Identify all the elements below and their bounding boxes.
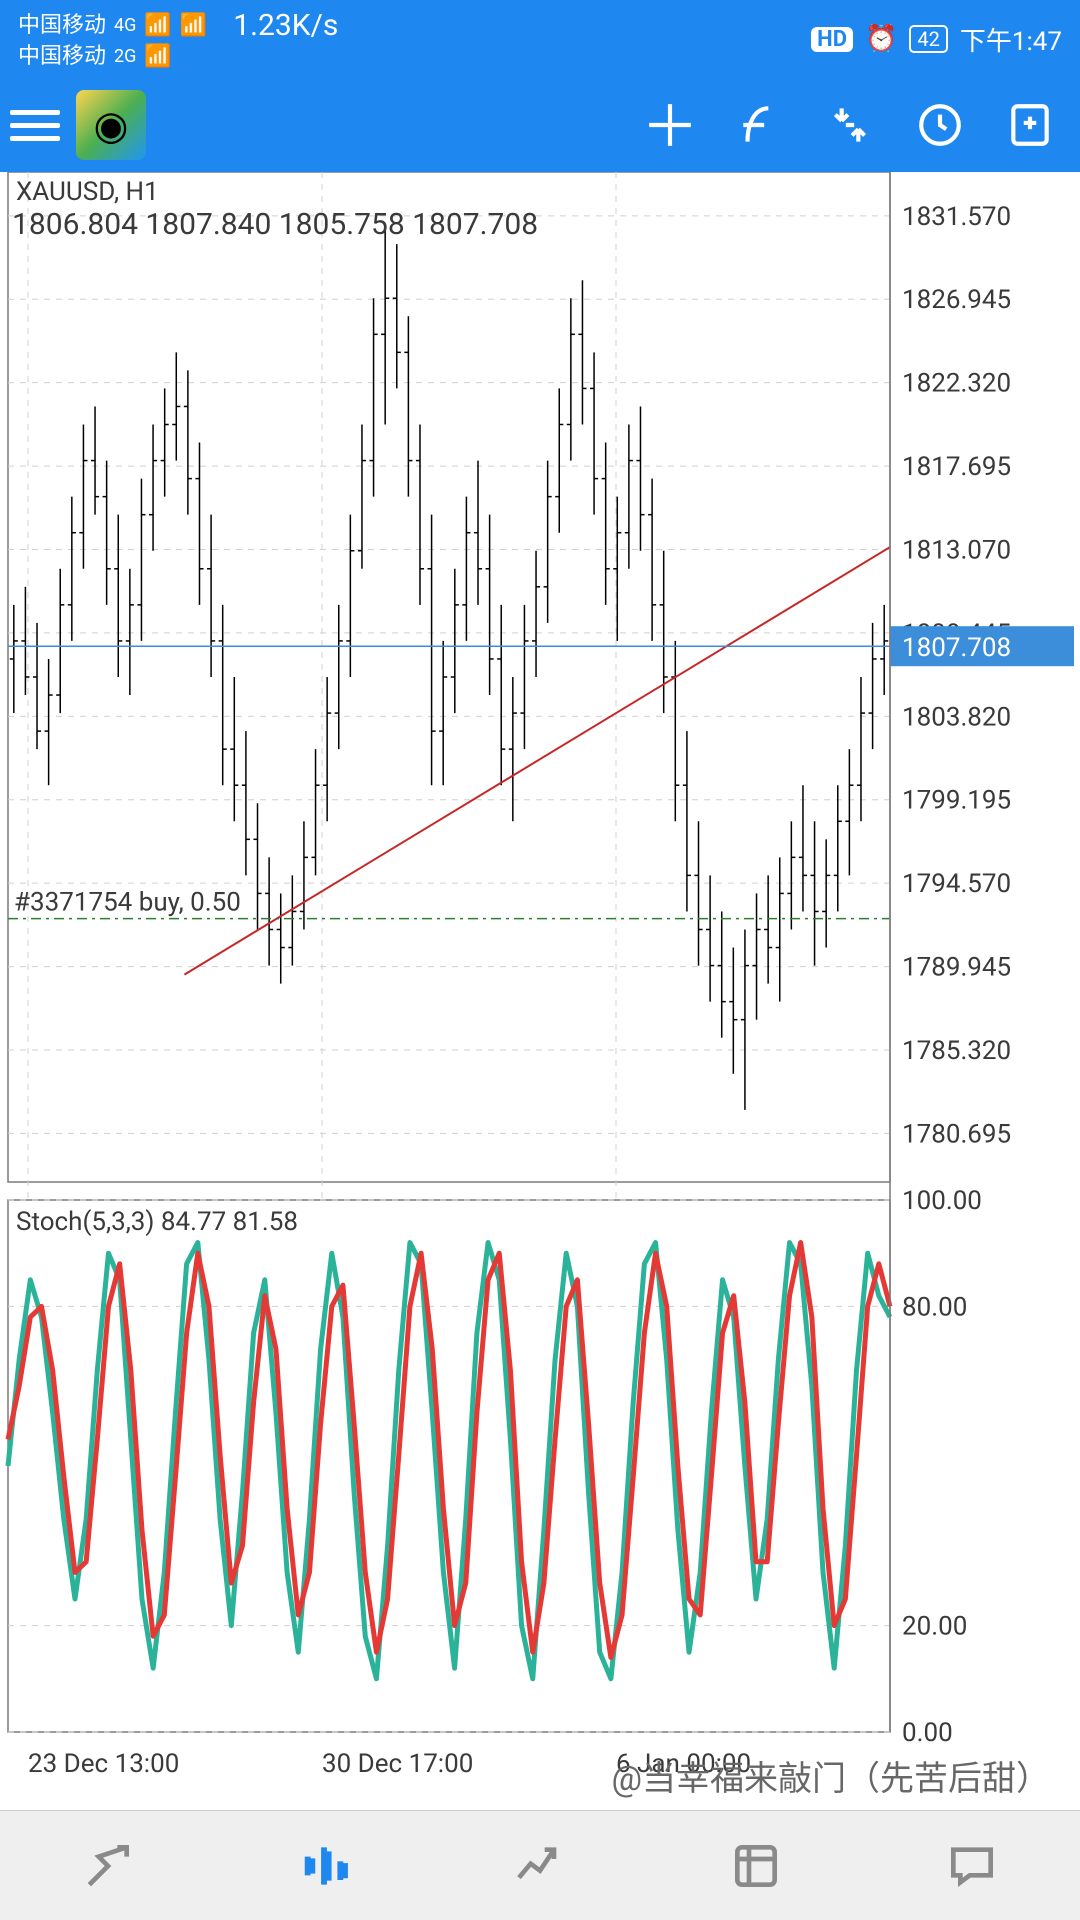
app-icon[interactable]: ◉ [76, 90, 146, 160]
svg-text:6 Jan 00:00: 6 Jan 00:00 [616, 1749, 751, 1779]
carrier-2: 中国移动 [18, 44, 106, 70]
svg-text:Stoch(5,3,3) 84.77 81.58: Stoch(5,3,3) 84.77 81.58 [16, 1207, 298, 1237]
app-toolbar: ◉ [0, 78, 1080, 172]
svg-text:80.00: 80.00 [902, 1292, 967, 1322]
svg-text:1813.070: 1813.070 [902, 535, 1011, 565]
status-bar: 中国移动 4G 📶 📶 1.23K/s 中国移动 2G 📶 HD ⏰ 42 下午… [0, 0, 1080, 78]
tab-chart[interactable] [216, 1811, 432, 1920]
new-order-button[interactable] [990, 85, 1070, 165]
status-left: 中国移动 4G 📶 📶 1.23K/s 中国移动 2G 📶 [18, 8, 338, 70]
chart-svg[interactable]: 1831.570 1826.945 1822.320 1817.695 1813.070… [0, 172, 1080, 1810]
function-button[interactable] [720, 85, 800, 165]
tab-quotes[interactable] [0, 1811, 216, 1920]
wifi-icon: 📶 [180, 13, 207, 39]
exchange-button[interactable] [810, 85, 890, 165]
net-1: 4G [114, 15, 136, 37]
svg-text:#3371754 buy, 0.50: #3371754 buy, 0.50 [14, 888, 241, 918]
svg-text:1780.695: 1780.695 [902, 1119, 1011, 1149]
crosshair-button[interactable] [630, 85, 710, 165]
svg-text:1799.195: 1799.195 [902, 786, 1011, 816]
tab-history[interactable] [648, 1811, 864, 1920]
svg-text:1831.570: 1831.570 [902, 202, 1011, 232]
svg-text:1817.695: 1817.695 [902, 452, 1011, 482]
svg-text:23 Dec 13:00: 23 Dec 13:00 [28, 1749, 179, 1779]
svg-text:XAUUSD, H1: XAUUSD, H1 [16, 177, 159, 207]
svg-text:1807.708: 1807.708 [902, 633, 1011, 663]
svg-text:1803.820: 1803.820 [902, 702, 1011, 732]
svg-text:20.00: 20.00 [902, 1612, 967, 1642]
svg-text:1794.570: 1794.570 [902, 869, 1011, 899]
svg-text:1822.320: 1822.320 [902, 369, 1011, 399]
chart-area[interactable]: 1831.570 1826.945 1822.320 1817.695 1813.070… [0, 172, 1080, 1810]
svg-text:0.00: 0.00 [902, 1718, 953, 1748]
timeframe-button[interactable] [900, 85, 980, 165]
clock-text: 下午1:47 [960, 21, 1062, 58]
carrier-1: 中国移动 [18, 13, 106, 39]
signal-icon: 📶 [144, 13, 171, 39]
tab-trade[interactable] [432, 1811, 648, 1920]
alarm-icon: ⏰ [865, 24, 897, 54]
hd-badge: HD [811, 27, 853, 52]
net-speed: 1.23K/s [233, 8, 338, 44]
battery-icon: 42 [909, 25, 947, 53]
tab-messages[interactable] [864, 1811, 1080, 1920]
svg-text:1826.945: 1826.945 [902, 285, 1011, 315]
svg-text:1806.804 1807.840 1805.758 180: 1806.804 1807.840 1805.758 1807.708 [12, 207, 538, 242]
net-2: 2G [114, 46, 136, 68]
bottom-tabs [0, 1810, 1080, 1920]
signal2-icon: 📶 [144, 44, 171, 70]
menu-button[interactable] [10, 100, 60, 150]
svg-text:1785.320: 1785.320 [902, 1036, 1011, 1066]
status-right: HD ⏰ 42 下午1:47 [811, 21, 1062, 58]
svg-text:1789.945: 1789.945 [902, 953, 1011, 983]
svg-text:100.00: 100.00 [902, 1186, 982, 1216]
svg-text:30 Dec 17:00: 30 Dec 17:00 [322, 1749, 473, 1779]
